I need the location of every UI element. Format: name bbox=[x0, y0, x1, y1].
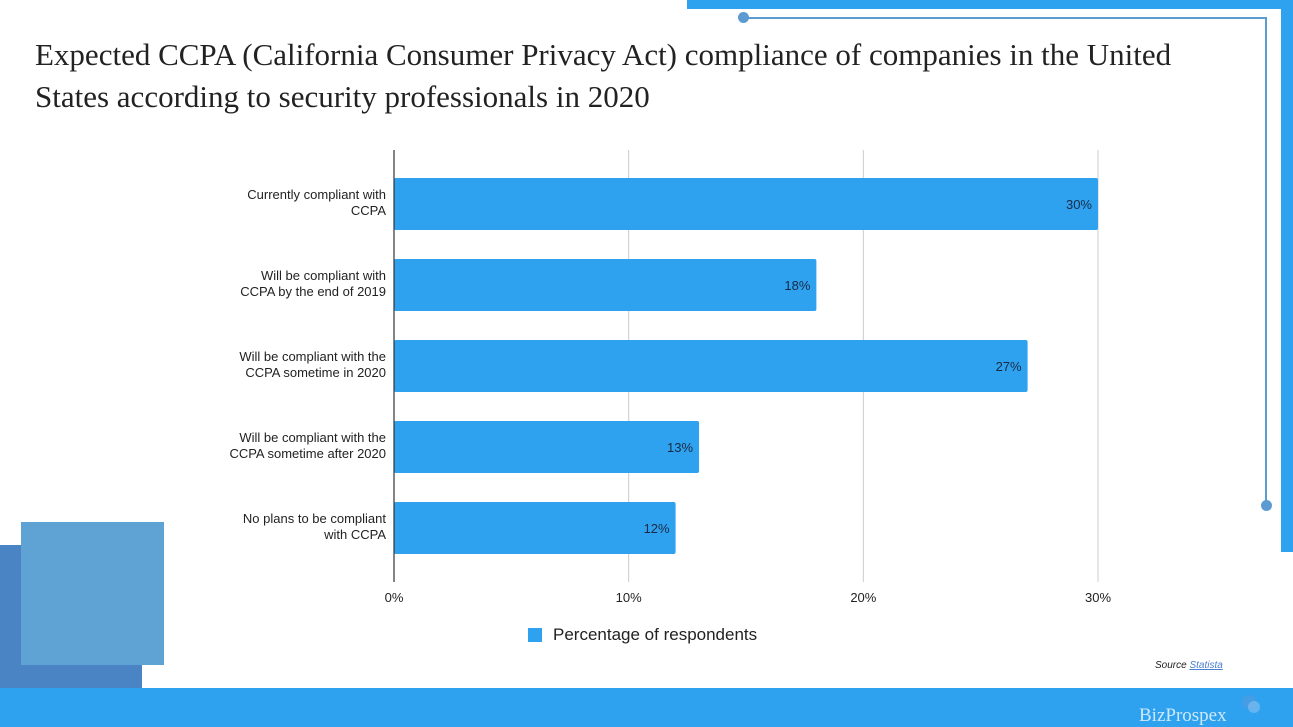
bar bbox=[394, 340, 1028, 392]
category-label: No plans to be compliant bbox=[243, 511, 386, 526]
category-label: CCPA sometime after 2020 bbox=[229, 446, 386, 461]
legend-swatch bbox=[528, 628, 542, 642]
category-label: CCPA by the end of 2019 bbox=[240, 284, 386, 299]
decorative-dot-end bbox=[1261, 500, 1272, 511]
data-label: 18% bbox=[784, 278, 810, 293]
footer-bar bbox=[0, 688, 1293, 727]
decorative-line-vertical bbox=[1265, 17, 1267, 506]
decorative-dot-start bbox=[738, 12, 749, 23]
bar bbox=[394, 259, 817, 311]
source-label: Source bbox=[1155, 660, 1187, 671]
top-accent-bar bbox=[687, 0, 1293, 9]
source-link[interactable]: Statista bbox=[1189, 660, 1223, 671]
x-tick-label: 10% bbox=[616, 590, 642, 605]
data-label: 30% bbox=[1066, 197, 1092, 212]
category-label: CCPA bbox=[351, 203, 386, 218]
legend-label: Percentage of respondents bbox=[553, 625, 758, 644]
source-credit: Source Statista bbox=[1155, 660, 1223, 671]
brand-name: BizProspex bbox=[1139, 705, 1227, 726]
x-tick-label: 30% bbox=[1085, 590, 1111, 605]
data-label: 13% bbox=[667, 440, 693, 455]
data-label: 27% bbox=[996, 359, 1022, 374]
decorative-square-front bbox=[21, 522, 164, 665]
category-label: Currently compliant with bbox=[247, 187, 386, 202]
data-label: 12% bbox=[644, 521, 670, 536]
x-tick-label: 20% bbox=[850, 590, 876, 605]
bar bbox=[394, 421, 700, 473]
decorative-line-horizontal bbox=[744, 17, 1266, 19]
category-label: with CCPA bbox=[323, 527, 386, 542]
x-tick-label: 0% bbox=[385, 590, 404, 605]
category-label: Will be compliant with bbox=[261, 268, 386, 283]
category-label: Will be compliant with the bbox=[239, 349, 386, 364]
category-label: Will be compliant with the bbox=[239, 430, 386, 445]
chart-legend: Percentage of respondents bbox=[528, 625, 757, 645]
bar bbox=[394, 502, 676, 554]
right-accent-bar bbox=[1281, 0, 1293, 552]
page-title: Expected CCPA (California Consumer Priva… bbox=[35, 37, 1172, 114]
category-label: CCPA sometime in 2020 bbox=[245, 365, 386, 380]
brand-logo-icon bbox=[1242, 695, 1260, 713]
bar bbox=[394, 178, 1098, 230]
